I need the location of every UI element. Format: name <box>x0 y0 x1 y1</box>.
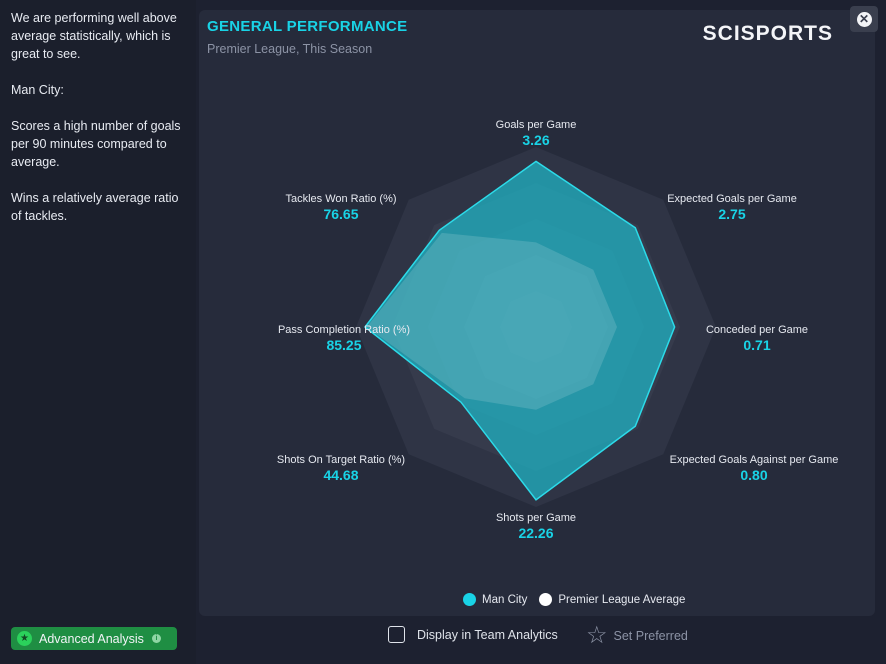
advanced-analysis-label: Advanced Analysis <box>39 631 144 646</box>
axis-value: 0.80 <box>740 467 767 483</box>
sidebar-strength-text: Scores a high number of goals per 90 min… <box>11 119 181 169</box>
display-label: Display in Team Analytics <box>417 627 558 642</box>
axis-label: Shots per Game <box>496 512 576 524</box>
performance-panel: GENERAL PERFORMANCE Premier League, This… <box>199 10 875 616</box>
sidebar: We are performing well above average sta… <box>0 0 196 664</box>
axis-label: Expected Goals Against per Game <box>670 454 839 466</box>
panel-title: GENERAL PERFORMANCE <box>207 18 408 35</box>
sidebar-team-name: Man City: <box>11 83 64 97</box>
legend-league-label: Premier League Average <box>558 593 686 606</box>
close-button[interactable]: ✕ <box>850 6 878 32</box>
axis-label: Conceded per Game <box>706 324 808 336</box>
star-outline-icon: ☆ <box>586 622 608 649</box>
league-polygon <box>366 232 617 410</box>
checkbox-icon[interactable] <box>388 626 405 643</box>
display-in-team-analytics-checkbox[interactable]: Display in Team Analytics <box>388 626 558 643</box>
team-polygon <box>363 160 676 501</box>
legend-team-label: Man City <box>482 593 528 606</box>
axis-label: Expected Goals per Game <box>667 193 797 205</box>
axis-label: Goals per Game <box>496 119 577 131</box>
sidebar-summary-text: We are performing well above average sta… <box>11 11 177 61</box>
legend-item-league[interactable]: Premier League Average <box>539 593 685 606</box>
axis-label: Pass Completion Ratio (%) <box>278 324 410 336</box>
team-dot-icon <box>463 593 476 606</box>
axis-value: 44.68 <box>323 467 358 483</box>
close-icon: ✕ <box>856 11 872 27</box>
set-preferred-label: Set Preferred <box>613 629 688 643</box>
chart-legend: Man City Premier League Average <box>463 593 685 606</box>
axis-label: Shots On Target Ratio (%) <box>277 454 405 466</box>
league-dot-icon <box>539 593 553 606</box>
brand-logo: SCISPORTS <box>702 22 833 45</box>
advanced-analysis-button[interactable]: ★ Advanced Analysis i <box>11 627 177 650</box>
set-preferred-button[interactable]: ☆ Set Preferred <box>586 624 688 648</box>
axis-value: 0.71 <box>743 337 770 353</box>
axis-value: 76.65 <box>323 206 358 222</box>
panel-subtitle: Premier League, This Season <box>207 42 373 56</box>
axis-value: 2.75 <box>718 206 745 222</box>
legend-item-team[interactable]: Man City <box>463 593 527 606</box>
axis-value: 22.26 <box>518 525 553 541</box>
axis-value: 3.26 <box>522 132 549 148</box>
info-icon[interactable]: i <box>151 634 161 643</box>
sidebar-tackle-text: Wins a relatively average ratio of tackl… <box>11 191 179 223</box>
axis-label: Tackles Won Ratio (%) <box>285 193 396 205</box>
axis-value: 85.25 <box>326 337 361 353</box>
star-badge-icon: ★ <box>17 631 32 646</box>
